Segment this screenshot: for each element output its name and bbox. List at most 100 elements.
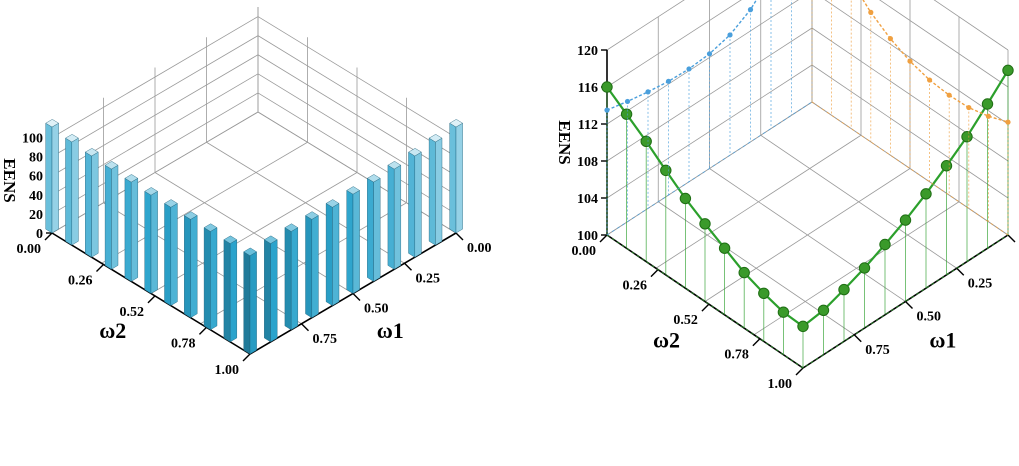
series-2 [811, 0, 1011, 236]
w2-tick-label: 1.00 [215, 363, 240, 378]
bar-side-face [284, 227, 292, 331]
data-point [838, 283, 850, 296]
data-point [640, 135, 652, 148]
bar [263, 235, 278, 343]
bar [45, 119, 59, 234]
wall-gridline [51, 16, 259, 138]
w2-tick-mark [242, 353, 251, 362]
data-point [660, 164, 672, 177]
floor-projection-line [606, 234, 1009, 369]
bar-side-face [305, 215, 312, 319]
wall-gridline [257, 92, 457, 215]
z-tick-label: 112 [578, 118, 598, 133]
bar-front-face [352, 190, 360, 294]
bar [346, 186, 360, 294]
data-point [604, 107, 610, 113]
bar-top-face [305, 211, 319, 220]
data-point [777, 306, 790, 318]
w1-tick-label: 0.25 [968, 276, 993, 291]
bar-front-face [150, 190, 158, 294]
bar-front-face [71, 137, 79, 246]
bar-top-face [65, 134, 79, 143]
floor-gridline [704, 168, 911, 302]
bar [325, 199, 340, 306]
z-axis-title: EENS [0, 158, 19, 202]
bar-side-face [346, 190, 354, 294]
data-point [738, 266, 750, 279]
data-point [879, 238, 891, 251]
bar-front-face [394, 164, 401, 270]
bar-side-face [65, 137, 73, 246]
data-point [624, 98, 631, 105]
left-panel-3d-bar-chart: 0 20 40 60 80 100 0.00 0.26 0.52 0.78 1.00 0.00 0.25… [0, 7, 492, 378]
w1-tick-label: 0.50 [917, 310, 942, 325]
w1-tick-mark [352, 293, 361, 301]
wall-gridline [879, 0, 1009, 88]
w2-tick-label: 0.00 [572, 244, 597, 259]
bar-top-face [183, 211, 198, 220]
bar-top-face [366, 174, 381, 183]
bar [144, 187, 158, 294]
data-point [758, 287, 770, 299]
w2-tick-mark [95, 263, 104, 272]
bar-top-face [104, 161, 119, 170]
bar-side-face [203, 227, 211, 331]
bar [366, 174, 381, 282]
w1-tick-mark [404, 262, 412, 271]
wall-gridline [824, 0, 1009, 125]
wall-gridline [606, 0, 742, 88]
w1-tick-label: 0.50 [364, 302, 389, 317]
data-point [940, 160, 953, 172]
bar-front-face [111, 164, 119, 270]
bar-top-face [144, 187, 158, 196]
data-point [718, 242, 731, 254]
w2-tick-mark [599, 234, 608, 243]
w1-tick-mark [301, 323, 309, 332]
bar-top-face [124, 174, 139, 183]
bar-front-face [190, 215, 198, 319]
bar [164, 199, 178, 306]
bar-side-face [164, 203, 172, 306]
bar-side-face [45, 122, 53, 234]
bar-top-face [408, 148, 422, 157]
floor-projection-line [606, 101, 813, 236]
bar-front-face [332, 203, 340, 306]
w1-tick-mark [853, 334, 862, 343]
bar-side-face [85, 151, 92, 258]
data-point [706, 51, 713, 57]
data-point [981, 98, 994, 110]
w1-tick-mark [956, 267, 965, 276]
w2-axis-title: ω2 [653, 327, 680, 352]
z-tick-label: 20 [29, 208, 43, 223]
z-tick-label: 104 [577, 192, 598, 207]
bar [243, 247, 257, 355]
data-point [858, 262, 871, 274]
bar [449, 119, 463, 234]
wall-gridline [51, 35, 259, 157]
w2-tick-label: 0.78 [171, 336, 196, 351]
bar [408, 148, 422, 258]
bar-top-face [203, 223, 218, 232]
bar [183, 211, 198, 319]
w2-tick-mark [795, 367, 804, 376]
w1-tick-mark [455, 232, 464, 241]
w2-tick-mark [752, 338, 761, 347]
right-panel-3d-line-chart: 100 104 108 112 116 120 0.00 0.26 0.52 0.78 1.00 0.… [555, 0, 1016, 392]
bar-front-face [210, 227, 218, 331]
bar-front-face [414, 151, 422, 258]
w2-tick-label: 0.52 [673, 313, 698, 328]
data-point [868, 9, 874, 15]
wall-gridline [257, 73, 457, 196]
bar-front-face [270, 239, 278, 343]
bar-top-face [45, 119, 59, 128]
w2-axis-title: ω2 [99, 318, 126, 343]
z-tick-label: 108 [577, 155, 598, 170]
wall-gridline [811, 64, 1009, 199]
series-0 [601, 64, 1014, 369]
bar [104, 161, 119, 270]
w1-tick-mark [1007, 234, 1016, 243]
bar-side-face [184, 215, 191, 319]
bar-top-face [223, 235, 238, 244]
bar-top-face [387, 161, 402, 170]
data-point [1002, 64, 1014, 77]
